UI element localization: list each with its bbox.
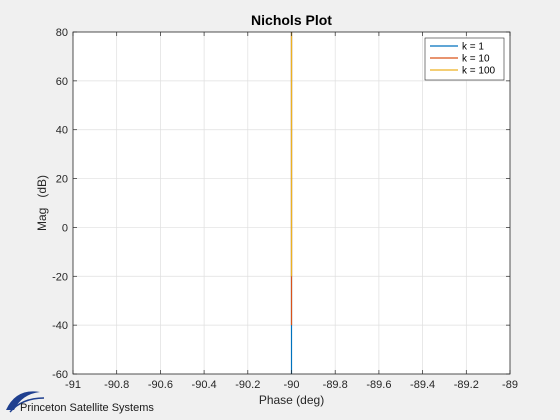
y-axis-title: Mag (dB): [35, 175, 49, 231]
legend-label: k = 1: [462, 42, 484, 53]
x-axis-title: Phase (deg): [259, 393, 324, 407]
chart-title: Nichols Plot: [251, 12, 332, 28]
company-logo: Princeton Satellite Systems: [6, 391, 154, 414]
x-tick-label: -90.8: [104, 379, 129, 391]
x-tick-label: -90.2: [235, 379, 260, 391]
legend-box: [424, 37, 505, 81]
x-tick-label: -89: [502, 379, 518, 391]
x-tick-label: -90.6: [148, 379, 173, 391]
x-tick-label: -89.6: [366, 379, 391, 391]
y-tick-label: -60: [52, 369, 68, 381]
x-tick-label: -90: [284, 379, 300, 391]
y-tick-label: -40: [52, 320, 68, 332]
x-tick-label: -89.4: [410, 379, 435, 391]
y-tick-label: 60: [56, 76, 68, 88]
x-tick-label: -89.8: [323, 379, 348, 391]
y-tick-label: 40: [56, 125, 68, 137]
y-tick-label: 0: [62, 222, 68, 234]
legend[interactable]: k = 1k = 10k = 100: [424, 37, 505, 81]
x-tick-label: -89.2: [454, 379, 479, 391]
x-tick-label: -91: [65, 379, 81, 391]
legend-label: k = 100: [462, 66, 496, 77]
y-tick-label: 80: [56, 27, 68, 39]
orbit-icon: [9, 397, 45, 413]
company-name: Princeton Satellite Systems: [20, 402, 154, 414]
y-tick-labels: -60 -40 -20 0 20 40 60 80: [52, 27, 68, 381]
y-tick-label: 20: [56, 174, 68, 186]
ticks: [72, 31, 511, 375]
y-tick-label: -20: [52, 271, 68, 283]
legend-label: k = 10: [462, 54, 490, 65]
swoosh-icon: [6, 391, 40, 410]
x-tick-label: -90.4: [192, 379, 217, 391]
x-tick-labels: -91 -90.8 -90.6 -90.4 -90.2 -90 -89.8 -89.6 -89.…: [65, 379, 518, 391]
